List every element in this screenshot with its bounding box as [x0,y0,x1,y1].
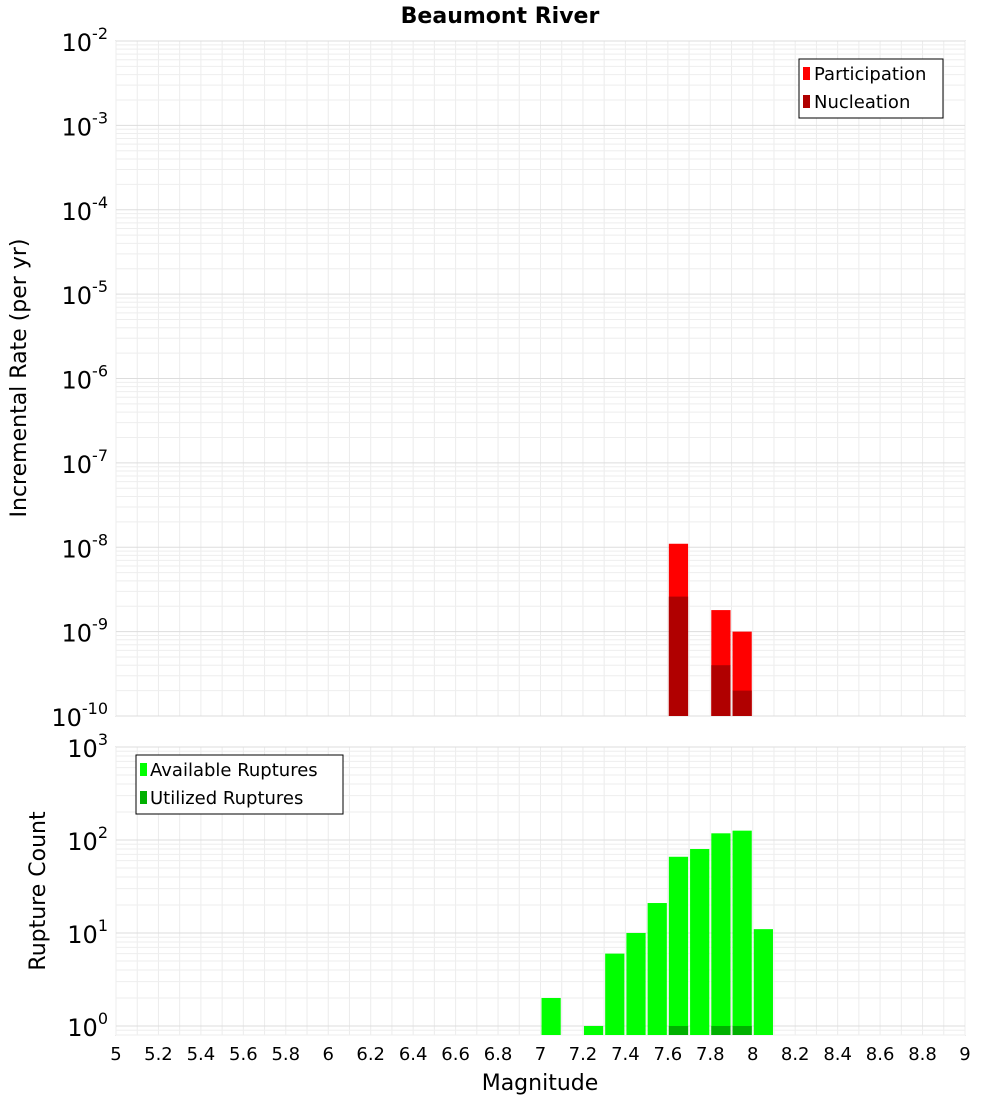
y-tick-label: 10-7 [62,446,109,479]
top-nucleation-bar [668,596,689,716]
top-legend-box [798,58,944,119]
y-tick-label: 10-8 [62,530,109,563]
bottom-y-ticks: 103 102 101 100 [67,730,108,1042]
x-tick-label: 8.2 [781,1044,810,1065]
top-y-axis-label: Incremental Rate (per yr) [7,239,32,518]
y-tick-label: 10-9 [62,615,109,648]
x-axis-label: Magnitude [482,1071,599,1096]
top-grid [115,40,966,717]
bottom-legend: Available Ruptures Utilized Ruptures [135,754,344,815]
legend-label-participation: Participation [814,64,926,85]
y-tick-label: 102 [67,823,108,856]
bottom-available-ruptures-bar [583,1025,604,1035]
y-tick-label: 10-3 [62,108,109,141]
bottom-available-ruptures-bar [605,953,625,1035]
x-ticks: 5 5.2 5.4 5.6 5.8 6 6.2 6.4 6.6 6.8 7 7.2 7.4 7.6 7.8 8… [110,1044,970,1065]
y-tick-label: 10-4 [62,193,109,226]
y-tick-label: 10-2 [62,24,109,57]
x-tick-label: 6.8 [484,1044,513,1065]
legend-swatch-nucleation [803,95,810,108]
bottom-available-ruptures-bar [647,903,667,1035]
legend-label-utilized: Utilized Ruptures [150,788,303,809]
x-tick-label: 5.8 [271,1044,300,1065]
y-tick-label: 100 [67,1009,108,1042]
top-legend: Participation Nucleation [798,58,944,119]
bottom-panel: 103 102 101 100 5 5.2 5.4 5.6 5.8 6 6.2 6.4 6.6 6.8 7… [26,730,971,1096]
bottom-available-ruptures-bar [711,833,731,1035]
x-tick-label: 6.4 [399,1044,428,1065]
x-tick-label: 5 [110,1044,121,1065]
x-tick-label: 8.6 [866,1044,895,1065]
top-y-ticks: 10-2 10-3 10-4 10-5 10-6 10-7 10-8 10-9 10-10 [51,24,108,732]
legend-label-nucleation: Nucleation [814,92,910,113]
bottom-utilized-ruptures-bar [711,1025,731,1035]
x-tick-label: 7.8 [696,1044,725,1065]
top-nucleation-bar [732,690,752,716]
x-tick-label: 8.4 [823,1044,852,1065]
legend-swatch-available [140,763,147,776]
legend-label-available: Available Ruptures [150,760,318,781]
x-tick-label: 8 [747,1044,758,1065]
x-tick-label: 6 [323,1044,334,1065]
legend-swatch-participation [803,67,810,80]
bottom-grid [115,746,966,1036]
bottom-utilized-ruptures-bar [732,1025,752,1035]
y-tick-label: 10-6 [62,362,109,395]
legend-swatch-utilized [140,791,147,804]
y-tick-label: 101 [67,916,108,949]
bottom-legend-box [135,754,344,815]
bottom-utilized-ruptures-bar [668,1025,689,1035]
top-nucleation-bar [711,665,731,716]
bottom-bars [541,830,773,1035]
x-tick-label: 7.6 [654,1044,683,1065]
y-tick-label: 103 [67,730,108,763]
x-tick-label: 7.2 [569,1044,598,1065]
top-panel: 10-2 10-3 10-4 10-5 10-6 10-7 10-8 10-9 10-10 In… [7,24,966,732]
bottom-available-ruptures-bar [690,849,710,1035]
x-tick-label: 6.2 [356,1044,385,1065]
x-tick-label: 7.4 [611,1044,640,1065]
bottom-y-axis-label: Rupture Count [26,811,51,971]
bottom-available-ruptures-bar [541,997,561,1035]
chart-title: Beaumont River [401,4,600,29]
y-tick-label: 10-5 [62,277,109,310]
bottom-available-ruptures-bar [668,856,689,1035]
x-tick-label: 5.4 [187,1044,216,1065]
x-tick-label: 8.8 [908,1044,937,1065]
x-tick-label: 5.2 [144,1044,173,1065]
x-tick-label: 5.6 [229,1044,258,1065]
bottom-available-ruptures-bar [732,830,752,1035]
x-tick-label: 7 [535,1044,546,1065]
bottom-available-ruptures-bar [753,929,773,1035]
y-tick-label: 10-10 [51,699,108,732]
x-tick-label: 6.6 [441,1044,470,1065]
x-tick-label: 9 [959,1044,970,1065]
top-bars [668,543,752,716]
bottom-available-ruptures-bar [626,932,646,1035]
